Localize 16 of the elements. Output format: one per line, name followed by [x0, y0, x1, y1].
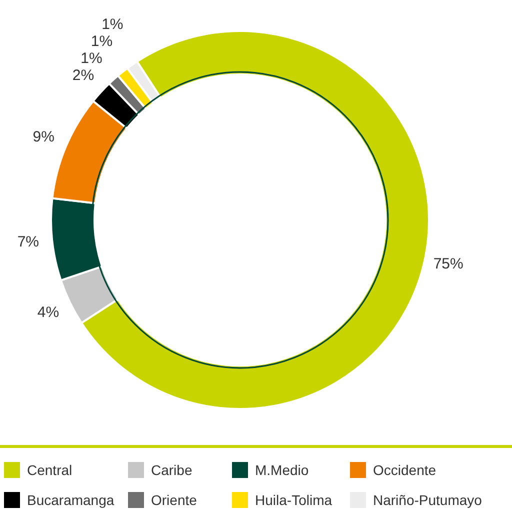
data-label: 2%	[72, 66, 94, 84]
legend-label: Huila-Tolima	[255, 492, 332, 508]
legend-label: Oriente	[151, 492, 197, 508]
data-label: 7%	[17, 233, 40, 250]
legend-label: M.Medio	[255, 462, 309, 478]
legend-label: Bucaramanga	[27, 492, 114, 508]
legend-label: Caribe	[151, 462, 192, 478]
legend-label: Nariño-Putumayo	[373, 492, 482, 508]
data-label: 75%	[433, 255, 464, 272]
data-label: 1%	[80, 50, 102, 67]
data-label: 1%	[90, 32, 113, 50]
data-label: 9%	[32, 128, 54, 146]
data-label: 1%	[102, 16, 124, 33]
legend-label: Occidente	[373, 462, 436, 478]
data-label: 4%	[37, 304, 60, 321]
legend-label: Central	[27, 462, 72, 478]
